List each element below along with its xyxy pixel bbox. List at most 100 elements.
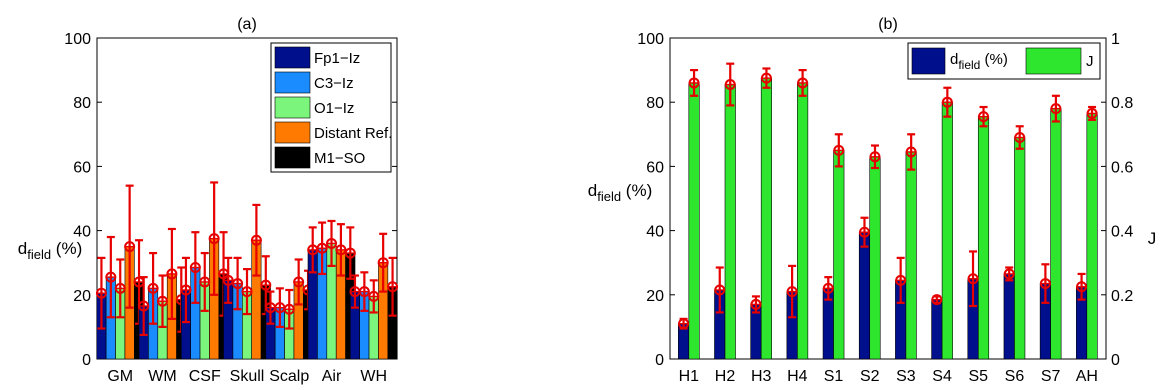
panel-a-errorbar-marker <box>377 257 389 269</box>
panel-b-legend-label-main: d <box>950 51 958 68</box>
panel-b-xtick-label: S2 <box>860 368 880 385</box>
panel-b-ytick-label: 80 <box>646 95 664 112</box>
panel-b-errorbar-marker <box>941 96 953 108</box>
panel-b-errorbar-marker <box>678 318 690 330</box>
panel-a-xtick-label: WH <box>360 368 387 385</box>
panel-a-errorbar-marker <box>124 241 136 253</box>
panel-a-errorbar-marker <box>114 282 126 294</box>
panel-b-errorbar-marker <box>1003 268 1015 280</box>
panel-a-legend-swatch <box>274 46 311 69</box>
panel-a-errorbar-marker <box>316 242 328 254</box>
panel-a-ytick-label: 20 <box>73 288 91 305</box>
panel-b-ylabel-label-unit: (%) <box>621 181 652 200</box>
panel-b-errorbar-marker <box>724 79 736 91</box>
panel-a-legend-label: Fp1−Iz <box>314 50 360 67</box>
panel-b-ytick-label: 100 <box>637 31 664 48</box>
panel-a-errorbar-marker <box>105 271 117 283</box>
panel-b-legend-label-sub: field <box>958 58 980 72</box>
panel-b-xtick-label: S3 <box>896 368 916 385</box>
panel-b-ylabel-label-sub: field <box>597 189 621 204</box>
panel-a-legend-swatch <box>274 146 311 169</box>
panel-a-legend: Fp1−Iz C3−Iz O1−Iz Distant Ref. M1−SO <box>270 42 392 173</box>
panel-b-ytick-label-right: 0 <box>1111 352 1120 369</box>
panel-b-xtick-label: S7 <box>1041 368 1061 385</box>
panel-a-errorbar-marker <box>95 287 107 299</box>
panel-b-bar <box>688 82 700 360</box>
panel-a-errorbar-marker <box>138 300 150 312</box>
panel-b-errorbar-marker <box>1014 132 1026 144</box>
panel-a-ylabel-label-main: d <box>18 239 27 258</box>
panel-a-errorbar-marker <box>166 268 178 280</box>
panel-a-errorbar-marker <box>199 276 211 288</box>
panel-a-errorbar-marker <box>241 286 253 298</box>
panel-b-errorbar-marker <box>858 226 870 238</box>
panel-b-errorbar-marker <box>797 77 809 89</box>
panel-b-plot-area <box>669 37 1107 360</box>
panel-a-ytick-label: 100 <box>64 31 91 48</box>
panel-b-ytick-label: 0 <box>655 352 664 369</box>
panel-b-bar <box>941 101 953 360</box>
panel-b-bar <box>797 82 809 360</box>
panel-b-bar <box>1003 273 1015 360</box>
panel-b-ytick-label-right: 0.8 <box>1111 95 1133 112</box>
panel-a-legend-label: O1−Iz <box>314 100 354 117</box>
panel-b-legend-swatch <box>911 47 946 75</box>
panel-a-ytick-label: 0 <box>82 352 91 369</box>
panel-b-errorbar-marker <box>869 151 881 163</box>
panel-a-ylabel-label-unit: (%) <box>51 239 82 258</box>
panel-a-ytick-label: 80 <box>73 95 91 112</box>
panel-a-errorbar-marker <box>326 237 338 249</box>
panel-b-errorbar-marker <box>688 77 700 89</box>
panel-b-bar <box>724 84 736 360</box>
panel-a: (a) 0 20 40 60 80 100 dfield (%) GM WM CSF Skull Sca… <box>18 16 399 385</box>
panel-b-bar <box>869 156 881 360</box>
panel-a-legend-swatch <box>274 121 311 144</box>
panel-a-errorbar-marker <box>260 279 272 291</box>
panel-b-errorbar-marker <box>905 146 917 158</box>
panel-b-errorbar-marker <box>1039 278 1051 290</box>
panel-b-xtick-label: S4 <box>932 368 952 385</box>
panel-a-errorbar-marker <box>156 295 168 307</box>
panel-a-xtick-label: Air <box>322 368 342 385</box>
panel-b-title: (b) <box>878 16 898 33</box>
panel-b-ylabel-right: J <box>1148 229 1157 248</box>
panel-a-ytick-label: 60 <box>73 159 91 176</box>
panel-b-legend-label-unit: (%) <box>980 51 1008 68</box>
panel-b-errorbar-marker <box>1086 107 1098 119</box>
panel-a-xtick-label: CSF <box>189 368 221 385</box>
panel-b-errorbar-marker <box>714 284 726 296</box>
panel-b-bar <box>858 231 871 360</box>
panel-b-bar <box>977 116 990 360</box>
panel-b-xtick-label: H3 <box>751 368 772 385</box>
panel-a-errorbar-marker <box>232 278 244 290</box>
panel-a-legend-label: C3−Iz <box>314 75 354 92</box>
panel-b-xtick-label: H1 <box>679 368 700 385</box>
panel-a-xtick-label: Skull <box>230 368 265 385</box>
panel-b-bar <box>760 77 772 360</box>
panel-b-errorbar-marker <box>786 286 798 298</box>
panel-b-legend-label: J <box>1086 53 1094 70</box>
panel-b-errorbar-marker <box>1076 281 1088 293</box>
panel-a-xtick-label: GM <box>107 368 133 385</box>
panel-b-errorbar-marker <box>822 282 834 294</box>
panel-a-ylabel-label: dfield (%) <box>18 239 83 262</box>
panel-b-ytick-label-right: 1 <box>1111 31 1120 48</box>
panel-a-errorbar-marker <box>147 282 159 294</box>
panel-a-xtick-label: Scalp <box>269 368 309 385</box>
panel-b-xtick-label: S6 <box>1005 368 1025 385</box>
panel-a-errorbar-marker <box>358 286 370 298</box>
panel-a-errorbar-marker <box>222 274 234 286</box>
panel-a-errorbar-marker <box>335 244 347 256</box>
panel-b-bar <box>833 150 845 360</box>
panel-a-errorbar-marker <box>250 234 262 246</box>
panel-b-errorbar-marker <box>931 294 943 306</box>
panel-b-ytick-label-right: 0.4 <box>1111 224 1133 241</box>
panel-b-errorbar-marker <box>1050 103 1062 115</box>
panel-a-legend-swatch <box>274 96 311 119</box>
panel-b-legend-swatch <box>1025 47 1082 75</box>
panel-b-bar <box>931 299 943 360</box>
panel-b-ylabel-label-main: d <box>588 181 597 200</box>
panel-b-errorbar-marker <box>750 298 762 310</box>
